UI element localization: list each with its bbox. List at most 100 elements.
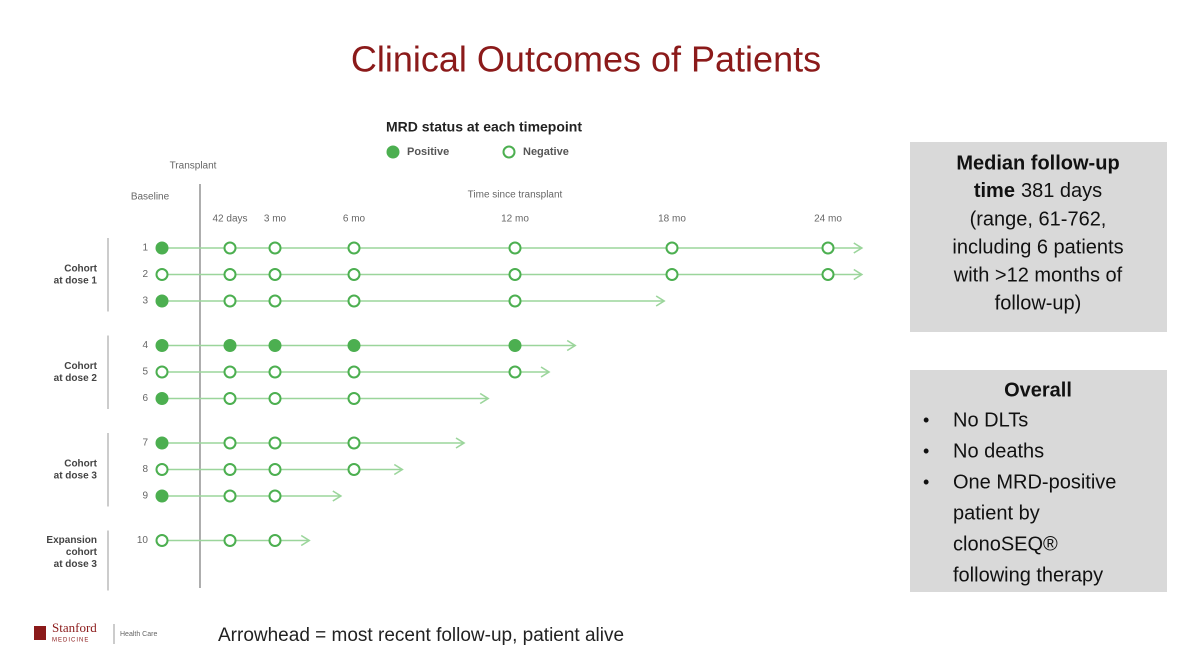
followup-arrowhead: [332, 490, 343, 502]
box-text: (range, 61-762,: [970, 208, 1107, 230]
x-tick-label: Baseline: [131, 192, 170, 203]
status-dot: [155, 294, 169, 308]
status-dot: [508, 339, 522, 352]
legend-marker: [502, 145, 516, 159]
status-dot: [347, 392, 361, 405]
group-label: Cohort: [64, 458, 97, 469]
status-dot: [223, 339, 237, 352]
x-axis-label: Time since transplant: [468, 190, 563, 201]
status-dot: [508, 241, 522, 255]
status-dot: [155, 392, 169, 405]
bullet-text: No deaths: [953, 440, 1044, 462]
status-dot: [347, 268, 361, 281]
status-dot: [268, 392, 282, 405]
patient-id: 7: [142, 438, 148, 449]
status-dot: [268, 339, 282, 352]
status-dot: [155, 365, 169, 379]
legend-label: Positive: [407, 146, 449, 158]
status-dot: [508, 268, 522, 281]
logo: Stanford MEDICINE Health Care: [34, 620, 157, 644]
patient-id: 6: [142, 393, 148, 404]
status-dot: [223, 436, 237, 450]
status-dot: [155, 463, 169, 476]
status-dot: [268, 436, 282, 450]
logo-shield: [34, 626, 46, 640]
status-dot: [155, 436, 169, 450]
x-tick-label: 6 mo: [343, 214, 366, 225]
box-heading: Median follow-up: [956, 152, 1119, 174]
bullet-text: patient by: [953, 502, 1040, 524]
bullet: •: [923, 472, 929, 492]
patient-id: 9: [142, 491, 148, 502]
box-heading: time: [974, 180, 1015, 202]
group-label: Expansion: [46, 535, 97, 546]
logo-text: MEDICINE: [52, 638, 89, 644]
box-line: time 381 days: [974, 180, 1102, 202]
followup-arrowhead: [455, 437, 466, 449]
bullet-text: clonoSEQ®: [953, 533, 1058, 555]
followup-arrowhead: [853, 268, 864, 281]
legend-label: Negative: [523, 146, 569, 158]
patient-id: 8: [142, 464, 148, 475]
patient-id: 1: [142, 243, 148, 254]
status-dot: [155, 489, 169, 503]
status-dot: [155, 534, 169, 547]
bullet: •: [923, 441, 929, 461]
group-label: at dose 3: [54, 470, 98, 481]
status-dot: [223, 534, 237, 547]
patient-id: 5: [142, 367, 148, 378]
status-dot: [268, 534, 282, 547]
group-label: at dose 2: [54, 373, 98, 384]
legend-marker: [386, 145, 400, 159]
slide-title: Clinical Outcomes of Patients: [351, 39, 821, 80]
reference-label: Transplant: [170, 161, 217, 172]
status-dot: [223, 241, 237, 255]
logo-text: Stanford: [52, 620, 97, 635]
status-dot: [347, 241, 361, 255]
x-tick-label: 12 mo: [501, 214, 529, 225]
group-label: at dose 1: [54, 275, 98, 286]
status-dot: [347, 294, 361, 308]
x-tick-label: 18 mo: [658, 214, 686, 225]
footnote: Arrowhead = most recent follow-up, patie…: [218, 625, 624, 646]
status-dot: [821, 241, 835, 255]
box-title: Overall: [1004, 379, 1072, 401]
status-dot: [268, 268, 282, 281]
status-dot: [347, 436, 361, 450]
status-dot: [347, 463, 361, 476]
box-text: including 6 patients: [952, 236, 1123, 258]
x-tick-label: 42 days: [212, 214, 247, 225]
box-text: 381 days: [1021, 180, 1102, 202]
status-dot: [268, 489, 282, 503]
bullet-text: No DLTs: [953, 409, 1028, 431]
status-dot: [347, 339, 361, 352]
group-label: Cohort: [64, 361, 97, 372]
status-dot: [268, 294, 282, 308]
box-text: follow-up): [995, 292, 1082, 314]
status-dot: [223, 365, 237, 379]
status-dot: [268, 241, 282, 255]
followup-arrowhead: [540, 366, 551, 378]
patient-id: 10: [137, 535, 149, 546]
group-label: at dose 3: [54, 559, 98, 570]
status-dot: [223, 268, 237, 281]
info-box: [910, 142, 1167, 332]
status-dot: [268, 365, 282, 379]
followup-arrowhead: [853, 242, 864, 254]
status-dot: [223, 294, 237, 308]
status-dot: [223, 392, 237, 405]
group-label: Cohort: [64, 263, 97, 274]
followup-arrowhead: [300, 534, 311, 547]
status-dot: [223, 489, 237, 503]
bullet-text: One MRD-positive: [953, 471, 1116, 493]
status-dot: [821, 268, 835, 281]
followup-arrowhead: [479, 392, 490, 405]
patient-id: 3: [142, 296, 148, 307]
chart-title: MRD status at each timepoint: [386, 119, 582, 135]
followup-arrowhead: [393, 463, 404, 476]
x-tick-label: 3 mo: [264, 214, 287, 225]
info-box: [910, 370, 1167, 592]
group-label: cohort: [66, 547, 98, 558]
bullet: •: [923, 410, 929, 430]
